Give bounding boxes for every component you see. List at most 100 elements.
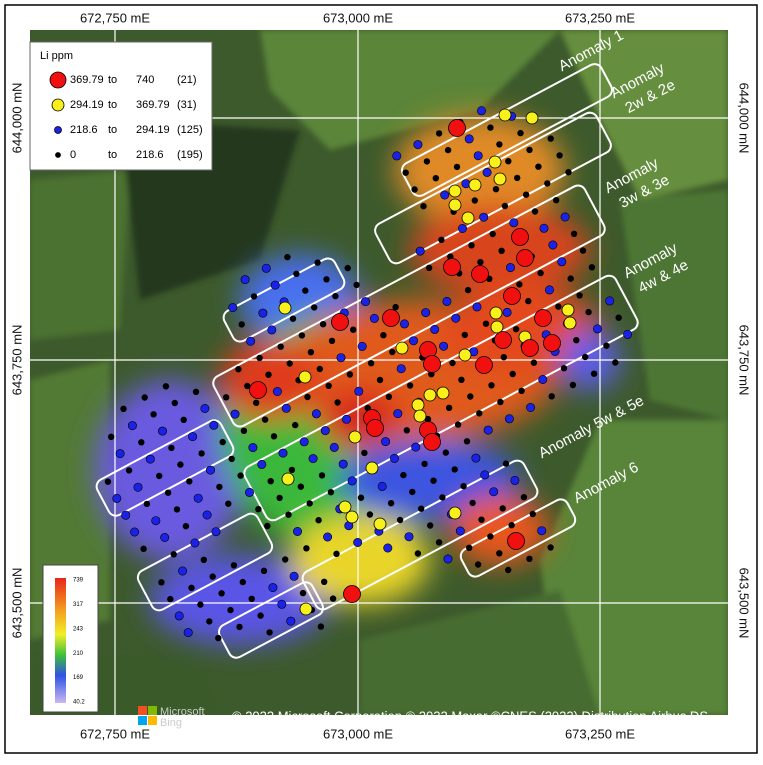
sample-point (377, 481, 387, 491)
sample-point (173, 506, 181, 513)
legend-to: to (108, 124, 117, 136)
sample-point (245, 487, 255, 497)
sample-point (423, 388, 437, 402)
sample-point (468, 242, 475, 249)
sample-point (548, 393, 555, 400)
sample-point (423, 355, 441, 373)
sample-point (158, 426, 168, 436)
sample-point (482, 167, 492, 177)
sample-point (268, 583, 278, 593)
sample-point (202, 510, 212, 520)
legend-from: 294.19 (70, 99, 104, 111)
sample-point (316, 365, 323, 373)
sample-point (138, 439, 145, 446)
sample-point (569, 381, 577, 389)
sample-point (133, 482, 143, 492)
sample-point (473, 151, 483, 161)
sample-point (472, 302, 482, 312)
sample-point (436, 386, 450, 400)
sample-point (304, 393, 311, 401)
sample-point (190, 538, 200, 548)
sample-point (260, 567, 268, 574)
sample-point (525, 297, 532, 305)
sample-point (216, 483, 223, 491)
sample-point (464, 286, 472, 294)
sample-point (499, 505, 506, 512)
sample-point (314, 259, 321, 266)
sample-point (392, 151, 402, 161)
sample-point (389, 453, 399, 463)
sample-point (366, 511, 374, 518)
sample-point (332, 292, 339, 300)
logo-text: Bing (160, 717, 182, 729)
sample-point (432, 175, 439, 182)
sample-point (240, 275, 250, 285)
legend-from: 0 (70, 149, 76, 161)
axis-label: 673,250 mE (565, 726, 635, 741)
sample-point (421, 460, 428, 468)
sample-point (361, 449, 368, 457)
sample-point (521, 339, 539, 357)
sample-point (353, 281, 360, 289)
sample-point (258, 308, 268, 318)
sample-point (487, 124, 494, 131)
sample-point (498, 108, 512, 122)
sample-point (560, 212, 570, 222)
sample-point (415, 246, 425, 256)
sample-point (476, 106, 486, 116)
sample-point (299, 589, 307, 597)
sample-point (289, 315, 297, 322)
sample-point (423, 158, 431, 165)
sample-point (209, 420, 219, 430)
sample-point (267, 478, 274, 485)
sample-point (311, 409, 321, 419)
axis-label: 673,250 mE (565, 10, 635, 25)
sample-point (381, 437, 391, 447)
sample-point (385, 393, 393, 400)
legend-to: to (108, 74, 117, 86)
sample-point (477, 258, 484, 266)
sample-point (468, 178, 482, 192)
sample-point (278, 301, 292, 315)
sample-point (530, 359, 538, 366)
sample-point (504, 414, 514, 424)
sample-point (538, 374, 548, 384)
sample-point (261, 263, 271, 273)
legend-upper: 740 (136, 74, 154, 86)
sample-point (424, 415, 432, 423)
sample-point (248, 443, 258, 453)
sample-point (535, 163, 542, 170)
sample-point (537, 526, 547, 536)
sample-point (534, 309, 552, 327)
sample-point (555, 303, 562, 310)
sample-point (255, 506, 262, 513)
sample-point (474, 561, 482, 568)
color-scale-box (42, 564, 99, 713)
anomaly-box (301, 459, 539, 611)
sample-point (561, 303, 575, 317)
sample-point (482, 320, 490, 327)
sample-point (408, 336, 418, 346)
sample-point (289, 571, 299, 581)
sample-point (553, 197, 560, 204)
sample-point (471, 197, 478, 204)
sample-point (411, 398, 425, 412)
sample-point (418, 505, 425, 512)
sample-point (200, 556, 207, 563)
sample-point (489, 306, 503, 320)
sample-point (376, 376, 384, 384)
sample-point (256, 354, 263, 362)
sample-point (230, 562, 238, 569)
sample-point (193, 493, 203, 503)
sample-point (357, 494, 365, 501)
sample-point (244, 382, 251, 390)
axis-label: 673,000 mE (323, 10, 393, 25)
sample-point (615, 314, 622, 321)
sample-point (443, 554, 453, 564)
sample-point (277, 599, 287, 609)
sample-point (281, 403, 291, 413)
sample-point (476, 410, 483, 417)
sample-point (461, 211, 475, 225)
sample-point (265, 371, 272, 378)
sample-point (209, 573, 216, 580)
